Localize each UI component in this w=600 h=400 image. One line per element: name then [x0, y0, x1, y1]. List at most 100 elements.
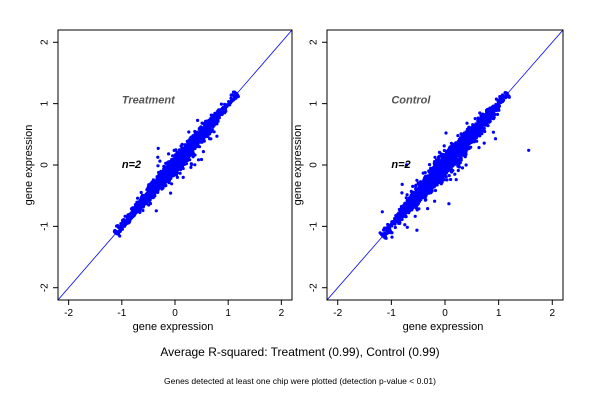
data-point: [202, 139, 206, 143]
data-point: [120, 219, 125, 223]
data-point: [497, 104, 501, 108]
data-point: [212, 115, 216, 119]
data-point: [160, 174, 164, 179]
data-point: [166, 174, 170, 179]
data-point: [394, 214, 398, 218]
data-point: [160, 187, 164, 191]
x-tick-label: -2: [64, 308, 73, 319]
y-tick-label: 0: [40, 162, 51, 168]
data-point: [155, 177, 159, 181]
data-point: [115, 224, 119, 228]
data-point: [435, 161, 440, 165]
data-point: [188, 141, 193, 145]
data-point: [187, 130, 191, 134]
data-point: [180, 147, 184, 151]
data-point: [442, 148, 446, 153]
data-point: [158, 159, 162, 163]
data-point: [178, 162, 182, 166]
data-point: [184, 154, 188, 158]
data-point: [424, 198, 428, 202]
data-point: [472, 139, 476, 143]
x-axis-label: gene expression: [133, 321, 214, 333]
data-point: [485, 111, 489, 115]
data-point: [173, 158, 177, 162]
data-point: [451, 164, 455, 168]
data-point: [415, 228, 419, 232]
data-point: [414, 183, 418, 187]
data-point: [175, 175, 179, 179]
data-point: [131, 208, 135, 212]
data-point: [403, 223, 407, 227]
data-point: [453, 162, 457, 166]
data-point: [390, 235, 394, 239]
data-point: [218, 109, 222, 113]
panel-label: Treatment: [122, 95, 176, 107]
data-point: [436, 155, 441, 159]
data-point: [181, 166, 185, 171]
data-point: [204, 131, 208, 135]
data-point: [201, 150, 205, 154]
data-point: [145, 188, 149, 192]
data-point: [188, 152, 192, 156]
data-point: [477, 146, 481, 150]
data-point: [404, 215, 408, 219]
data-point: [424, 192, 428, 197]
data-point: [196, 138, 200, 143]
data-point: [177, 150, 181, 155]
data-point: [188, 158, 192, 162]
data-point: [456, 134, 460, 138]
data-point: [178, 171, 182, 175]
data-point: [449, 141, 453, 145]
data-point: [477, 121, 481, 125]
x-tick-label: -1: [117, 308, 126, 319]
data-point: [148, 183, 152, 187]
data-point: [449, 177, 453, 182]
data-point: [169, 162, 173, 166]
data-point: [146, 199, 150, 203]
data-point: [157, 183, 161, 187]
data-point: [396, 218, 400, 222]
data-point: [219, 102, 223, 106]
data-point: [473, 117, 477, 121]
data-point: [468, 141, 472, 145]
x-tick-label: 0: [172, 308, 178, 319]
data-point: [140, 193, 144, 198]
data-point: [208, 137, 212, 141]
data-point: [148, 198, 152, 202]
data-point: [414, 187, 418, 191]
data-point: [400, 182, 404, 186]
data-point: [413, 214, 417, 218]
data-point: [480, 120, 484, 124]
data-point: [527, 148, 531, 152]
data-point: [488, 106, 492, 110]
data-point: [211, 120, 215, 124]
data-point: [411, 184, 415, 188]
data-point: [169, 191, 173, 195]
data-point: [433, 199, 437, 203]
data-point: [201, 128, 205, 132]
data-point: [199, 157, 204, 162]
data-point: [426, 207, 430, 211]
data-point: [195, 142, 199, 146]
data-point: [174, 148, 178, 152]
data-point: [415, 178, 419, 182]
identity-line: [58, 30, 292, 300]
data-point: [405, 225, 409, 229]
data-point: [457, 154, 461, 158]
data-point: [190, 136, 194, 141]
data-point: [210, 128, 214, 132]
data-point: [478, 111, 482, 115]
data-point: [464, 163, 468, 167]
data-point: [127, 217, 132, 221]
data-point: [380, 210, 384, 214]
data-point: [483, 129, 487, 134]
data-point: [196, 158, 201, 162]
data-point: [189, 165, 193, 169]
data-point: [200, 121, 204, 125]
data-point: [405, 193, 409, 197]
data-point: [433, 155, 437, 159]
data-point: [444, 175, 448, 179]
data-point: [198, 126, 202, 130]
